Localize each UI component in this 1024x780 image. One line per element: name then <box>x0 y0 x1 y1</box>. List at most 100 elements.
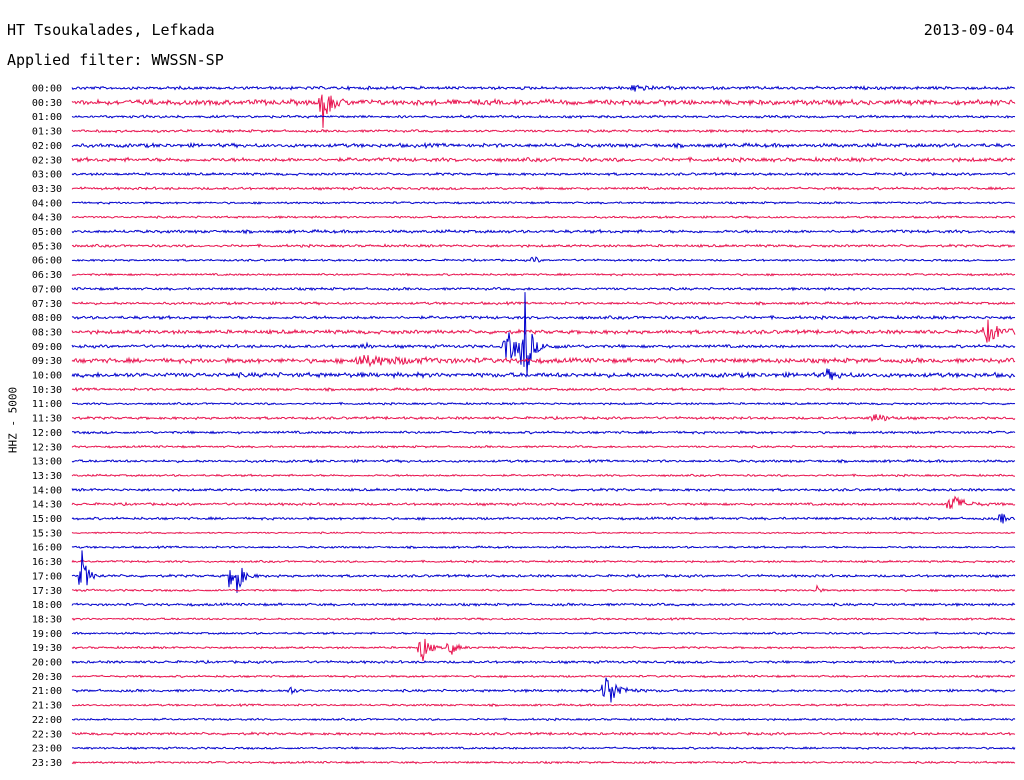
row-time-label: 08:30 <box>32 327 62 338</box>
trace-line <box>71 155 1016 164</box>
trace-line <box>71 584 1016 593</box>
trace-line <box>71 531 1016 535</box>
trace-line <box>71 674 1016 679</box>
trace-line <box>71 256 1016 263</box>
row-time-label: 19:30 <box>32 643 62 654</box>
row-time-label: 03:30 <box>32 184 62 195</box>
row-time-label: 00:30 <box>32 98 62 109</box>
trace-line <box>71 319 1016 343</box>
row-time-label: 15:00 <box>32 514 62 525</box>
trace-line <box>71 545 1016 550</box>
trace-line <box>71 94 1016 128</box>
trace-line <box>71 128 1016 134</box>
trace-line <box>71 616 1016 622</box>
row-time-label: 09:30 <box>32 356 62 367</box>
row-time-label: 00:00 <box>32 84 62 95</box>
trace-line <box>71 354 1016 368</box>
row-time-label: 11:00 <box>32 399 62 410</box>
trace-line <box>71 286 1016 292</box>
row-time-label: 16:30 <box>32 557 62 568</box>
trace-line <box>71 200 1016 205</box>
trace-line <box>71 677 1016 703</box>
trace-line <box>71 631 1016 636</box>
row-time-label: 02:00 <box>32 141 62 152</box>
row-time-label: 11:30 <box>32 414 62 425</box>
trace-line <box>71 746 1016 751</box>
row-time-label: 15:30 <box>32 528 62 539</box>
trace-line <box>71 368 1016 381</box>
trace-line <box>71 84 1016 92</box>
row-time-label: 08:00 <box>32 313 62 324</box>
trace-line <box>71 401 1016 406</box>
trace-line <box>71 473 1016 478</box>
trace-line <box>71 141 1016 150</box>
row-time-label: 22:00 <box>32 715 62 726</box>
row-time-label: 06:30 <box>32 270 62 281</box>
trace-line <box>71 659 1016 665</box>
trace-line <box>71 513 1016 524</box>
trace-line <box>71 487 1016 493</box>
trace-line <box>71 215 1016 220</box>
trace-line <box>71 703 1016 708</box>
row-time-label: 13:30 <box>32 471 62 482</box>
trace-line <box>71 314 1016 321</box>
row-time-label: 07:00 <box>32 284 62 295</box>
row-time-label: 03:00 <box>32 170 62 181</box>
filter-label: Applied filter: WWSSN-SP <box>7 51 224 69</box>
trace-line <box>71 550 1016 593</box>
row-time-label: 23:30 <box>32 758 62 769</box>
row-time-label: 05:30 <box>32 241 62 252</box>
trace-line <box>71 731 1016 737</box>
row-time-label: 10:30 <box>32 385 62 396</box>
row-time-label: 14:00 <box>32 485 62 496</box>
row-time-label: 10:00 <box>32 371 62 382</box>
trace-line <box>71 638 1016 662</box>
row-time-label: 16:00 <box>32 543 62 554</box>
row-time-label: 07:30 <box>32 299 62 310</box>
row-time-label: 18:00 <box>32 600 62 611</box>
row-time-label: 09:00 <box>32 342 62 353</box>
row-time-label: 14:30 <box>32 500 62 511</box>
trace-line <box>71 171 1016 177</box>
row-time-label: 20:30 <box>32 672 62 683</box>
trace-line <box>71 185 1016 191</box>
trace-line <box>71 559 1016 564</box>
trace-line <box>71 292 1016 376</box>
trace-line <box>71 228 1016 235</box>
trace-line <box>71 300 1016 306</box>
row-time-label: 04:00 <box>32 198 62 209</box>
row-time-label: 05:00 <box>32 227 62 238</box>
trace-line <box>71 495 1016 510</box>
row-time-label: 21:00 <box>32 686 62 697</box>
trace-line <box>71 414 1016 422</box>
station-title: HT Tsoukalades, Lefkada <box>7 21 215 39</box>
row-time-label: 13:00 <box>32 457 62 468</box>
row-time-label: 04:30 <box>32 213 62 224</box>
trace-line <box>71 386 1016 392</box>
trace-line <box>71 429 1016 435</box>
row-time-label: 12:30 <box>32 442 62 453</box>
row-time-label: 01:30 <box>32 127 62 138</box>
row-time-label: 01:00 <box>32 112 62 123</box>
row-time-label: 23:00 <box>32 744 62 755</box>
row-time-label: 20:00 <box>32 658 62 669</box>
trace-line <box>71 760 1016 765</box>
row-time-label: 22:30 <box>32 729 62 740</box>
row-time-label: 21:30 <box>32 701 62 712</box>
row-time-label: 18:30 <box>32 614 62 625</box>
row-time-label: 17:00 <box>32 571 62 582</box>
row-time-label: 19:00 <box>32 629 62 640</box>
row-time-label: 12:00 <box>32 428 62 439</box>
trace-line <box>71 243 1016 249</box>
trace-date: 2013-09-04 <box>923 21 1014 39</box>
trace-line <box>71 602 1016 608</box>
row-time-label: 02:30 <box>32 155 62 166</box>
trace-line <box>71 458 1016 464</box>
row-time-label: 06:00 <box>32 256 62 267</box>
trace-line <box>71 717 1016 722</box>
trace-line <box>71 444 1016 449</box>
trace-line <box>71 272 1016 277</box>
row-time-label: 17:30 <box>32 586 62 597</box>
trace-line <box>71 114 1016 120</box>
